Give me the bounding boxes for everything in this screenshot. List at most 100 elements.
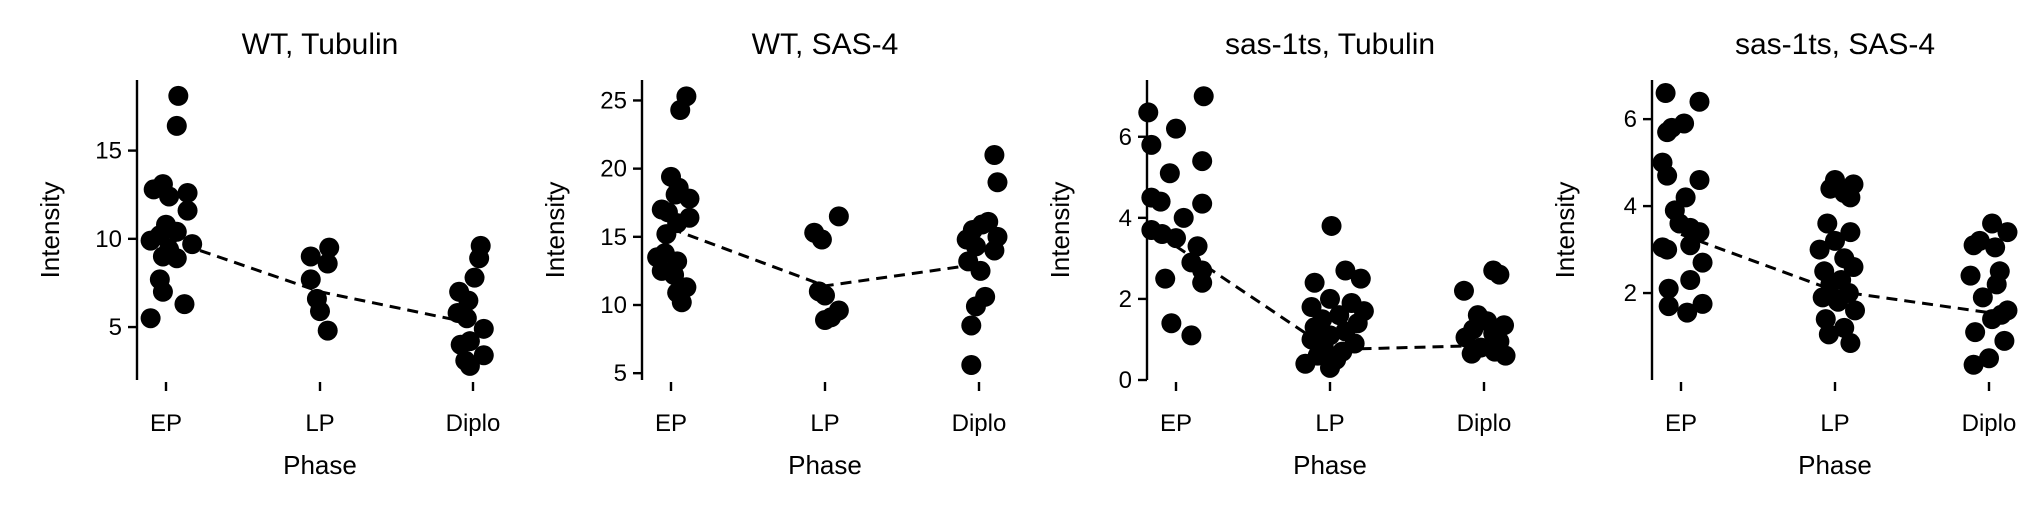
data-point [1982, 213, 2003, 234]
data-point [1657, 122, 1678, 143]
y-tick-label: 5 [109, 314, 122, 341]
data-point [1461, 343, 1482, 364]
data-point [1818, 324, 1839, 345]
data-point [1680, 270, 1701, 290]
x-axis-label: Phase [788, 450, 862, 480]
data-point [1141, 134, 1162, 155]
data-point [1453, 280, 1474, 301]
y-tick-label: 15 [600, 224, 627, 251]
data-point [473, 318, 494, 339]
y-tick-label: 4 [1119, 205, 1132, 232]
data-point [1979, 348, 1999, 369]
data-point [1965, 322, 1986, 343]
x-tick-label: EP [1665, 410, 1697, 437]
data-point [159, 186, 180, 207]
data-point [1963, 354, 1984, 375]
data-point [1455, 327, 1476, 348]
data-point [965, 236, 986, 257]
data-point [1840, 187, 1861, 208]
x-tick-label: LP [1315, 410, 1344, 437]
data-point [1320, 288, 1340, 309]
data-point [1994, 330, 2015, 351]
data-point [1986, 274, 2007, 295]
data-point [1960, 265, 1981, 286]
data-point [965, 296, 986, 317]
x-tick-label: EP [655, 410, 687, 437]
data-point [811, 229, 832, 250]
x-tick-label: LP [305, 410, 334, 437]
data-point [671, 292, 692, 313]
y-axis-label: Intensity [1550, 182, 1580, 279]
data-point [1329, 305, 1350, 326]
data-point [1840, 222, 1861, 243]
data-point [1809, 239, 1830, 260]
y-tick-label: 6 [1119, 124, 1132, 151]
chart-title: WT, SAS-4 [752, 28, 899, 61]
x-tick-label: Diplo [1962, 410, 2017, 437]
data-point [1150, 191, 1171, 212]
data-point [1657, 239, 1678, 260]
data-point [174, 294, 195, 315]
y-tick-label: 6 [1624, 106, 1637, 133]
data-point [1192, 193, 1213, 214]
data-point [984, 145, 1005, 165]
data-point [1192, 272, 1213, 293]
data-point [1843, 256, 1864, 277]
chart-panel-4: sas-1ts, SAS-4 2 4 6 Intensity EP LP Diplo Phase [1550, 28, 2018, 480]
y-axis-label: Intensity [1045, 182, 1075, 279]
data-point [1677, 302, 1698, 323]
data-point [459, 355, 480, 376]
trend-line [165, 237, 474, 325]
data-point [1166, 118, 1186, 139]
data-point [1692, 293, 1713, 314]
data-point [152, 281, 173, 302]
y-tick-label: 2 [1624, 280, 1637, 307]
data-point [1997, 222, 2018, 243]
trend-line [1680, 232, 1990, 315]
data-point [317, 320, 338, 341]
x-axis-label: Phase [283, 450, 357, 480]
x-axis-label: Phase [1293, 450, 1367, 480]
data-point [1828, 291, 1849, 312]
data-point [177, 182, 198, 203]
data-point [1335, 260, 1356, 281]
data-point [828, 206, 849, 227]
data-point [1350, 268, 1371, 289]
data-point [473, 345, 494, 366]
data-point [140, 230, 161, 251]
y-tick-label: 0 [1119, 367, 1132, 394]
y-tick-label: 5 [614, 360, 627, 387]
x-tick-label: LP [1820, 410, 1849, 437]
data-point [168, 85, 189, 106]
data-point [1304, 272, 1325, 293]
y-tick-label: 2 [1119, 286, 1132, 313]
data-point [1825, 230, 1845, 251]
data-point [166, 221, 187, 242]
data-point [182, 234, 203, 255]
data-point [300, 269, 321, 290]
data-point [1812, 287, 1833, 308]
data-point [1193, 86, 1214, 107]
chart-panel-2: WT, SAS-4 5 10 15 20 25 Intensity EP LP Diplo Phas… [540, 28, 1008, 480]
trend-line [1175, 244, 1485, 352]
data-point [166, 115, 187, 136]
x-tick-label: LP [810, 410, 839, 437]
data-point [1173, 207, 1194, 228]
chart-title: sas-1ts, Tubulin [1225, 28, 1435, 61]
data-point [961, 315, 982, 336]
data-point [1982, 309, 2003, 330]
data-point [1985, 237, 2006, 258]
data-point [670, 100, 691, 120]
data-point [1321, 215, 1342, 236]
y-tick-label: 25 [600, 87, 627, 114]
data-point [456, 308, 477, 329]
data-point [815, 285, 835, 306]
x-tick-label: EP [150, 410, 182, 437]
data-point [1489, 264, 1510, 285]
data-point [1657, 165, 1678, 186]
data-point [143, 179, 164, 200]
data-point [140, 308, 161, 329]
data-point [1155, 268, 1176, 289]
data-point [679, 188, 700, 209]
